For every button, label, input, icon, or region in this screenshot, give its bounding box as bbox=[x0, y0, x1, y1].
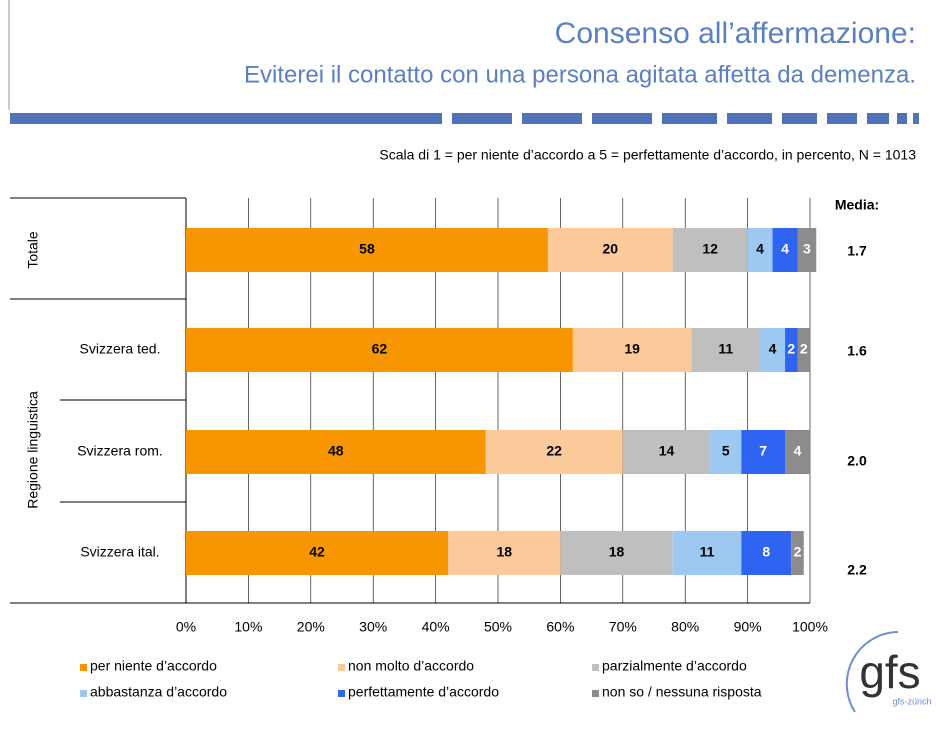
legend-swatch bbox=[592, 664, 599, 671]
bar-segment bbox=[448, 531, 561, 575]
logo-subtext: gfs-zürich bbox=[892, 696, 931, 706]
data-label: 3 bbox=[803, 241, 811, 257]
category-label: Svizzera ital. bbox=[80, 544, 159, 560]
bar-segment bbox=[672, 531, 742, 575]
media-value: 2.2 bbox=[847, 562, 867, 578]
media-value: 1.6 bbox=[847, 343, 867, 359]
bar-segment bbox=[791, 531, 804, 575]
x-tick-label: 50% bbox=[484, 619, 512, 635]
legend-label: perfettamente d’accordo bbox=[348, 684, 499, 700]
data-label: 2 bbox=[794, 544, 802, 560]
bar-segment bbox=[797, 328, 810, 372]
legend-label: non molto d’accordo bbox=[348, 658, 474, 674]
data-label: 8 bbox=[762, 544, 770, 560]
media-value: 2.0 bbox=[847, 453, 867, 469]
data-label: 5 bbox=[722, 443, 730, 459]
x-tick-label: 0% bbox=[176, 619, 196, 635]
legend-swatch bbox=[338, 664, 345, 671]
title-band bbox=[10, 113, 919, 124]
bar-segment bbox=[741, 430, 786, 474]
bar-segment bbox=[186, 328, 573, 372]
legend-label: per niente d’accordo bbox=[90, 658, 217, 674]
data-label: 12 bbox=[702, 241, 718, 257]
data-label: 7 bbox=[759, 443, 767, 459]
bar-segment bbox=[710, 430, 742, 474]
chart-subtitle: Eviterei il contatto con una persona agi… bbox=[244, 61, 916, 88]
x-tick-label: 60% bbox=[546, 619, 574, 635]
data-label: 18 bbox=[609, 544, 625, 560]
x-tick-label: 100% bbox=[792, 619, 828, 635]
legend-swatch bbox=[80, 664, 87, 671]
legend-label: parzialmente d’accordo bbox=[602, 658, 747, 674]
x-tick-label: 20% bbox=[297, 619, 325, 635]
data-label: 20 bbox=[603, 241, 619, 257]
data-label: 62 bbox=[372, 341, 388, 357]
category-label: Svizzera ted. bbox=[80, 341, 161, 357]
data-label: 4 bbox=[794, 443, 802, 459]
data-label: 58 bbox=[359, 241, 375, 257]
group-label: Regione linguistica bbox=[25, 391, 41, 509]
bar-segment bbox=[622, 430, 711, 474]
bar-segment bbox=[747, 228, 773, 272]
bar-segment bbox=[785, 430, 810, 474]
data-label: 4 bbox=[769, 341, 777, 357]
data-label: 11 bbox=[700, 544, 715, 560]
category-label: Svizzera rom. bbox=[77, 443, 163, 459]
bar-segment bbox=[186, 228, 548, 272]
bar-segment bbox=[672, 228, 748, 272]
bar-segment bbox=[186, 430, 486, 474]
data-label: 4 bbox=[756, 241, 764, 257]
data-label: 2 bbox=[800, 341, 808, 357]
media-header: Media: bbox=[835, 197, 879, 213]
data-label: 14 bbox=[659, 443, 675, 459]
media-value: 1.7 bbox=[847, 243, 867, 259]
bar-segment bbox=[186, 531, 449, 575]
data-label: 19 bbox=[624, 341, 640, 357]
data-label: 18 bbox=[496, 544, 512, 560]
data-label: 48 bbox=[328, 443, 344, 459]
data-label: 42 bbox=[309, 544, 325, 560]
legend-swatch bbox=[592, 690, 599, 697]
row-structure bbox=[10, 197, 186, 604]
legend-swatch bbox=[338, 690, 345, 697]
bar-segment bbox=[797, 228, 817, 272]
bar-segment bbox=[560, 531, 673, 575]
category-label: Totale bbox=[25, 231, 41, 269]
legend-label: abbastanza d’accordo bbox=[90, 684, 227, 700]
x-tick-label: 40% bbox=[422, 619, 450, 635]
data-label: 11 bbox=[718, 341, 733, 357]
bar-segment bbox=[772, 228, 798, 272]
data-label: 22 bbox=[546, 443, 562, 459]
bar-segment bbox=[572, 328, 692, 372]
scale-note: Scala di 1 = per niente d’accordo a 5 = … bbox=[379, 147, 916, 163]
bar-segment bbox=[485, 430, 623, 474]
logo-text: gfs bbox=[859, 646, 920, 698]
data-label: 4 bbox=[781, 241, 789, 257]
bar-segment bbox=[760, 328, 786, 372]
bar-segment bbox=[741, 531, 792, 575]
bar-segment bbox=[547, 228, 673, 272]
bar-segment bbox=[691, 328, 761, 372]
logo-arc bbox=[845, 631, 899, 713]
x-tick-label: 70% bbox=[609, 619, 637, 635]
legend-label: non so / nessuna risposta bbox=[602, 684, 762, 700]
chart-title: Consenso all’affermazione: bbox=[555, 17, 916, 50]
x-tick-label: 30% bbox=[359, 619, 387, 635]
data-label: 2 bbox=[787, 341, 795, 357]
legend-swatch bbox=[80, 690, 87, 697]
x-tick-label: 90% bbox=[734, 619, 762, 635]
bar-segment bbox=[785, 328, 798, 372]
x-tick-label: 80% bbox=[671, 619, 699, 635]
x-tick-label: 10% bbox=[234, 619, 262, 635]
